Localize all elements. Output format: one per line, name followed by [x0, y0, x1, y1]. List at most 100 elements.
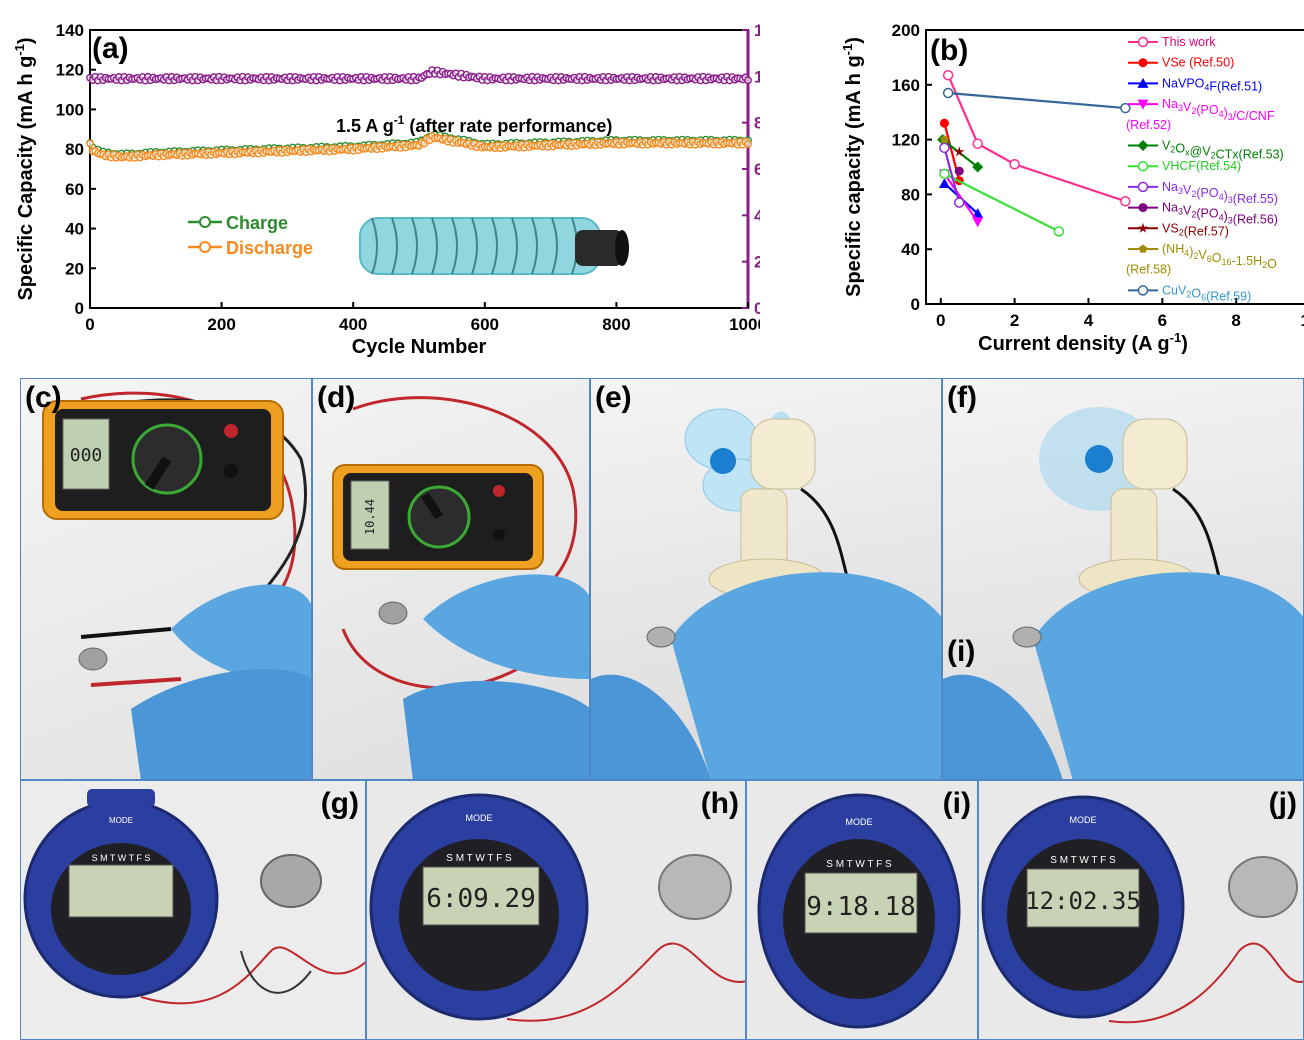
legend-label: VSe (Ref.50) [1162, 56, 1234, 70]
stopwatch-j-reading: 12:02.35 [1025, 887, 1141, 915]
multimeter-c-reading: 000 [70, 445, 103, 466]
chart-a-annotation: 1.5 A g-1 (after rate performance) [336, 113, 612, 136]
data-point [1137, 36, 1149, 48]
chart-b-frame [925, 29, 1304, 305]
stopwatch-g-mode: MODE [109, 816, 133, 825]
series-line [943, 147, 961, 203]
x-tick-label: 400 [339, 315, 367, 334]
coin-cell-g [260, 854, 322, 908]
chart-b-xlabel: Current density (A g-1) [978, 330, 1188, 355]
coin-cell-h [658, 854, 732, 920]
series-na3v2-po4-3-ref-55- [939, 142, 965, 208]
photo-d: 10.44 (d) [312, 378, 590, 780]
data-point [1137, 160, 1149, 172]
x-tick-label: 6 [1158, 311, 1167, 330]
data-point [1120, 196, 1131, 207]
panel-label-f: (f) [947, 381, 977, 414]
data-point [954, 166, 964, 176]
y-left-tick-label: 0 [75, 299, 84, 318]
x-tick-label: 10 [1301, 311, 1304, 330]
y-tick-label: 80 [901, 185, 920, 204]
stopwatch-h-reading: 6:09.29 [426, 884, 536, 914]
panel-label-d: (d) [317, 381, 356, 414]
data-point [953, 146, 965, 157]
data-point [1137, 77, 1149, 88]
data-point [1009, 159, 1020, 170]
data-point [1138, 203, 1148, 213]
series-vs2-ref-57- [953, 146, 965, 157]
stopwatch-i-days: S M T W T F S [826, 859, 892, 870]
y-tick-label: 120 [892, 131, 920, 150]
data-point [939, 142, 950, 154]
y-left-tick-label: 100 [56, 100, 84, 119]
legend-charge: Charge [226, 213, 288, 233]
legend-label: VHCF(Ref.54) [1162, 159, 1241, 173]
y-left-tick-label: 80 [65, 140, 84, 159]
data-point [1137, 99, 1149, 110]
data-point [939, 118, 949, 128]
legend-label: VS2(Ref.57) [1162, 221, 1229, 238]
x-tick-label: 800 [602, 315, 630, 334]
y-left-tick-label: 140 [56, 21, 84, 40]
series-coulombic-efficiency [86, 66, 752, 85]
panel-label-j: (j) [1268, 787, 1297, 820]
data-point [1137, 285, 1149, 296]
legend-label: NaVPO4F(Ref.51) [1162, 76, 1262, 93]
chart-a-legend: Charge Discharge [188, 213, 313, 258]
legend-label: Na3V2(PO4)3/C/CNF [1162, 97, 1275, 123]
stopwatch-h-mode: MODE [466, 813, 493, 823]
x-tick-label: 2 [1010, 311, 1019, 330]
cable-illustration [359, 217, 629, 275]
x-tick-label: 4 [1084, 311, 1094, 330]
legend-discharge: Discharge [226, 238, 313, 258]
photo-i: S M T W T F S MODE 9:18.18 (i) [746, 780, 978, 1040]
data-point [953, 197, 965, 208]
panel-label-e: (e) [595, 381, 632, 414]
chart-a: 0200400600800100002040608010012014002040… [12, 21, 760, 358]
panel-label-c: (c) [25, 381, 62, 414]
series-line [948, 91, 1126, 110]
stopwatch-j-mode: MODE [1070, 815, 1097, 825]
series-vhcf-ref-54- [939, 168, 1065, 237]
y-right-tick-label: 80 [754, 114, 760, 133]
photo-g: S M T W T F S MODE (g) [20, 780, 366, 1040]
data-point [1137, 140, 1149, 151]
legend-label: (NH4)2V6O16-1.5H2O [1162, 242, 1277, 271]
data-point [1138, 58, 1148, 68]
series-cuv2o6-ref-59- [942, 87, 1131, 114]
stopwatch-j-days: S M T W T F S [1050, 855, 1116, 866]
series-this-work [942, 69, 1131, 207]
chart-a-xlabel: Cycle Number [352, 336, 487, 358]
x-tick-label: 200 [207, 315, 235, 334]
y-left-tick-label: 40 [65, 220, 84, 239]
panel-label-i: (i) [942, 787, 971, 820]
series-line [947, 74, 1126, 203]
chart-b-legend: This work VSe (Ref.50) NaVPO4F(Ref.51) Na3V… [1126, 35, 1284, 303]
series-discharge [86, 132, 752, 162]
legend-label: CuV2O6(Ref.59) [1162, 283, 1251, 303]
data-point [942, 69, 954, 81]
legend-label: This work [1162, 35, 1216, 49]
data-point [1137, 222, 1149, 233]
panel-label-b: (b) [930, 34, 968, 67]
y-left-tick-label: 120 [56, 61, 84, 80]
y-right-tick-label: 40 [754, 206, 760, 225]
photo-h: S M T W T F S MODE 6:09.29 (h) [366, 780, 746, 1040]
y-right-tick-label: 60 [754, 160, 760, 179]
series-na3v2-po4-3-ref-56- [954, 166, 964, 176]
data-point [1053, 226, 1065, 237]
stopwatch-h-days: S M T W T F S [446, 853, 512, 864]
data-point [744, 140, 752, 149]
y-right-tick-label: 120 [754, 21, 760, 40]
data-point [939, 168, 950, 180]
x-tick-label: 600 [471, 315, 499, 334]
panel-label-g: (g) [320, 787, 359, 820]
data-point [1120, 102, 1131, 114]
y-left-tick-label: 60 [65, 180, 84, 199]
x-tick-label: 8 [1231, 311, 1240, 330]
data-point [940, 135, 949, 144]
y-tick-label: 200 [892, 21, 920, 40]
legend-label: Na3V2(PO4)3(Ref.56) [1162, 201, 1278, 227]
y-tick-label: 0 [911, 295, 920, 314]
